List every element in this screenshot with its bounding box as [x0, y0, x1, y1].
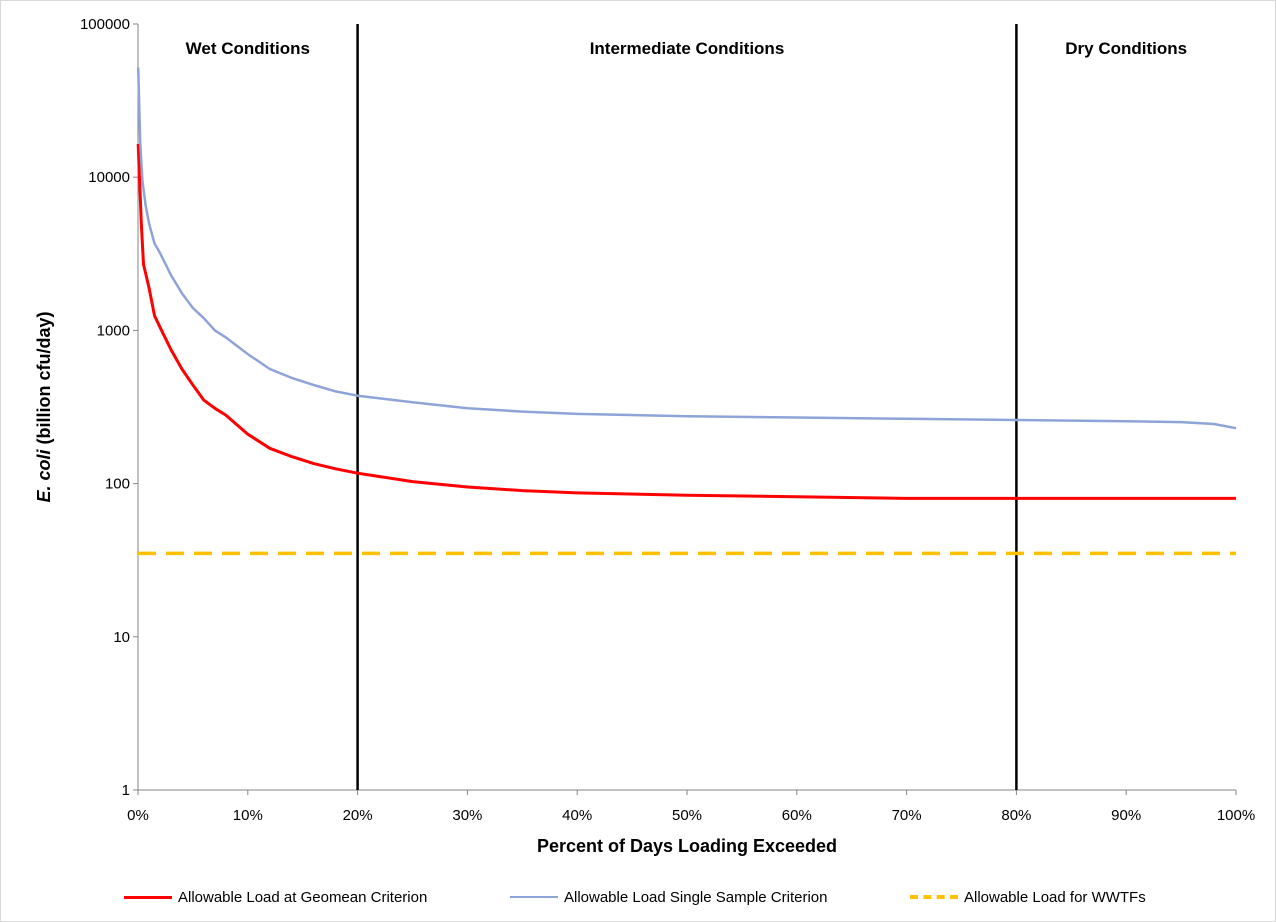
x-tick-label: 50%: [672, 807, 702, 824]
legend-swatch-wwtf: [910, 895, 958, 899]
series-line-1: [136, 67, 1237, 430]
x-tick-label: 0%: [127, 807, 149, 824]
x-tick-label: 90%: [1111, 807, 1141, 824]
legend-label-geomean: Allowable Load at Geomean Criterion: [178, 888, 428, 906]
x-tick-label: 60%: [782, 807, 812, 824]
legend-item-wwtf: Allowable Load for WWTFs: [910, 882, 1146, 912]
legend-label-single-sample: Allowable Load Single Sample Criterion: [564, 888, 828, 906]
series-line-0: [136, 143, 1236, 500]
plot-area: 1 10 100 1000 10000 100000 0% 10% 20% 30% 40% 50% 60…: [80, 16, 1255, 824]
legend-swatch-single-sample: [510, 896, 558, 898]
x-tick-label: 80%: [1001, 807, 1031, 824]
legend-item-geomean: Allowable Load at Geomean Criterion: [124, 882, 427, 912]
y-tick-label: 1000: [97, 322, 130, 339]
region-label: Intermediate Conditions: [590, 39, 785, 58]
region-label: Dry Conditions: [1065, 39, 1187, 58]
y-axis-label-units: (billion cfu/day): [34, 311, 54, 449]
y-tick-label: 10: [113, 629, 130, 646]
y-axis-label-italic: E. coli: [34, 448, 54, 502]
x-tick-label: 70%: [892, 807, 922, 824]
y-tick-label: 100000: [80, 16, 130, 33]
x-tick-label: 100%: [1217, 807, 1255, 824]
load-duration-chart: 1 10 100 1000 10000 100000 0% 10% 20% 30% 40% 50% 60…: [34, 16, 1255, 856]
x-tick-label: 10%: [233, 807, 263, 824]
x-tick-label: 30%: [452, 807, 482, 824]
y-tick-label: 1: [122, 782, 130, 799]
legend-label-wwtf: Allowable Load for WWTFs: [964, 888, 1146, 906]
chart-legend: Allowable Load at Geomean Criterion Allo…: [0, 882, 1276, 912]
x-tick-label: 40%: [562, 807, 592, 824]
legend-swatch-geomean: [124, 895, 172, 899]
y-tick-label: 100: [105, 476, 130, 493]
x-tick-label: 20%: [343, 807, 373, 824]
x-axis-label: Percent of Days Loading Exceeded: [537, 836, 837, 856]
region-label: Wet Conditions: [186, 39, 310, 58]
legend-item-single-sample: Allowable Load Single Sample Criterion: [510, 882, 827, 912]
y-axis-label: E. coli (billion cfu/day): [34, 311, 54, 502]
y-tick-label: 10000: [88, 169, 130, 186]
